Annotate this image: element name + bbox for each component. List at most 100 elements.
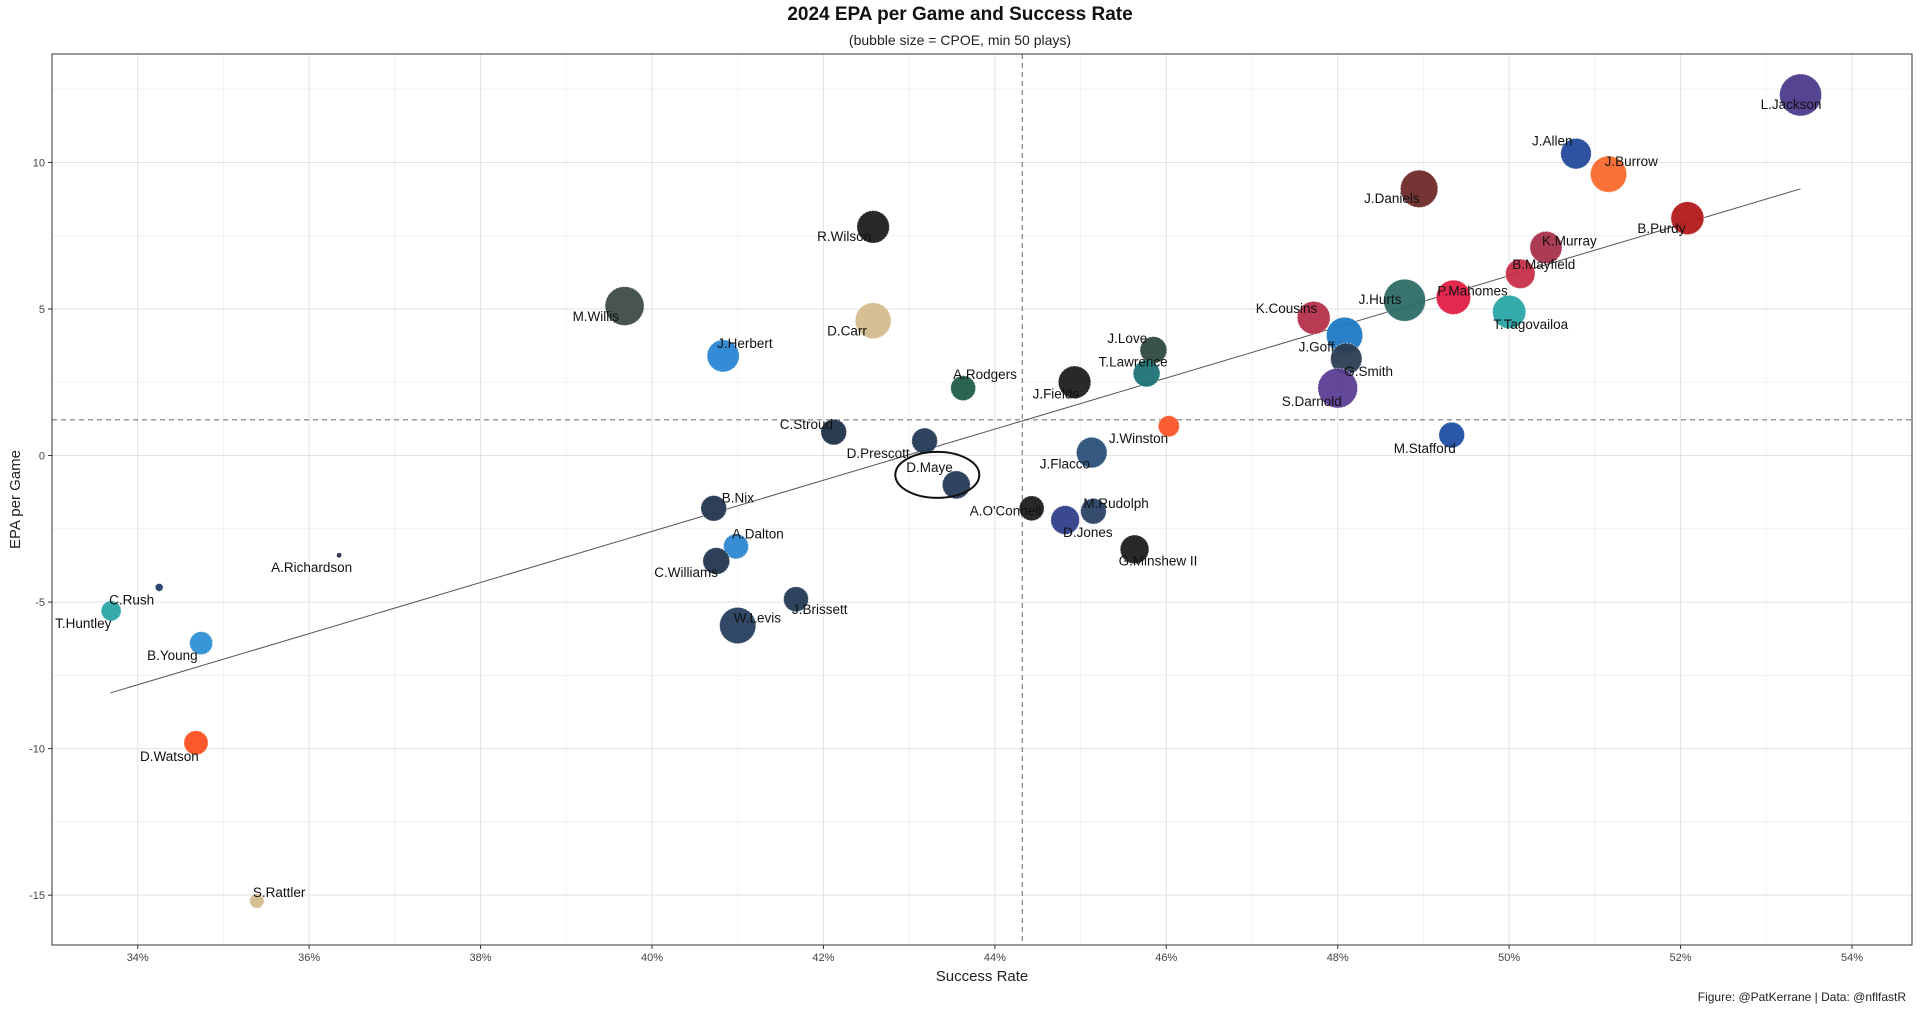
bubble-r-wilson <box>856 210 890 244</box>
chart-title: 2024 EPA per Game and Success Rate <box>787 4 1133 25</box>
bubble-k-murray <box>1529 230 1563 265</box>
bubble-d-maye <box>941 470 971 500</box>
bubble-a-richardson <box>336 552 343 559</box>
bubble-c-stroud <box>820 418 848 446</box>
label-c-williams: C.Williams <box>654 565 718 580</box>
label-j-allen: J.Allen <box>1532 134 1573 149</box>
label-t-tagovailoa: T.Tagovailoa <box>1493 317 1569 332</box>
y-tick-label: -15 <box>29 890 45 902</box>
label-b-young: B.Young <box>147 648 198 663</box>
label-j-goff: J.Goff <box>1299 339 1335 354</box>
bubble-d-watson <box>183 730 209 756</box>
label-a-richardson: A.Richardson <box>271 560 352 575</box>
grid-major <box>52 54 1912 945</box>
bubble-c-williams <box>702 547 731 575</box>
x-axis-ticks: 34% 36% 38% 40% 42% 44% 46% 48% 50% 52% 54% <box>127 945 1863 964</box>
x-tick-label: 38% <box>470 952 492 964</box>
bubble-t-lawrence <box>1132 359 1161 388</box>
bubble-j-fields <box>1057 365 1092 400</box>
bubble-d-jones <box>1050 505 1080 535</box>
bubble-j-flacco <box>1075 436 1108 469</box>
label-g-minshew-ii: G.Minshew II <box>1119 553 1198 568</box>
y-axis-ticks: -15 -10 -5 0 5 10 <box>29 157 52 902</box>
chart-subtitle: (bubble size = CPOE, min 50 plays) <box>848 32 1072 48</box>
bubble-d-prescott <box>911 427 938 455</box>
label-m-rudolph: M.Rudolph <box>1083 496 1148 511</box>
x-axis-title: Success Rate <box>936 968 1029 985</box>
label-s-darnold: S.Darnold <box>1282 394 1342 409</box>
bubble-j-daniels <box>1399 169 1439 209</box>
bubble-j-herbert <box>706 339 740 373</box>
bubbles <box>100 73 1823 909</box>
y-tick-label: -10 <box>29 744 45 756</box>
x-tick-label: 46% <box>1155 952 1177 964</box>
bubble-g-smith <box>1330 342 1363 375</box>
label-a-rodgers: A.Rodgers <box>953 367 1017 382</box>
chart-caption: Figure: @PatKerrane | Data: @nflfastR <box>1697 990 1906 1004</box>
bubble-j-hurts <box>1383 278 1427 322</box>
label-d-prescott: D.Prescott <box>847 446 910 461</box>
x-tick-label: 40% <box>641 952 663 964</box>
x-tick-label: 36% <box>298 952 320 964</box>
label-j-winston: J.Winston <box>1109 431 1168 446</box>
x-tick-label: 54% <box>1841 952 1863 964</box>
label-t-lawrence: T.Lawrence <box>1099 354 1168 369</box>
bubble-p-mahomes <box>1435 279 1472 315</box>
bubble-l-jackson <box>1779 73 1823 117</box>
label-b-nix: B.Nix <box>722 490 755 505</box>
bubble-c-rush <box>154 583 164 592</box>
y-axis-title: EPA per Game <box>7 450 24 549</box>
label-a-dalton: A.Dalton <box>732 526 784 541</box>
plot-panel-border <box>51 53 1913 946</box>
label-d-jones: D.Jones <box>1063 525 1113 540</box>
x-tick-label: 48% <box>1327 952 1349 964</box>
label-g-smith: G.Smith <box>1344 364 1393 379</box>
bubble-b-mayfield <box>1505 258 1536 290</box>
point-labels: L.Jackson J.Allen J.Burrow J.Daniels B.Purdy… <box>55 97 1821 900</box>
label-w-levis: W.Levis <box>734 611 782 626</box>
label-k-cousins: K.Cousins <box>1256 301 1318 316</box>
label-j-burrow: J.Burrow <box>1605 154 1659 169</box>
bubble-a-dalton <box>723 533 749 560</box>
grid-minor <box>52 54 1912 945</box>
label-j-daniels: J.Daniels <box>1364 191 1420 206</box>
label-b-mayfield: B.Mayfield <box>1512 257 1575 272</box>
x-tick-label: 34% <box>127 952 149 964</box>
bubble-b-purdy <box>1670 201 1705 236</box>
label-t-huntley: T.Huntley <box>55 616 112 631</box>
x-tick-label: 42% <box>812 952 834 964</box>
bubble-j-allen <box>1560 137 1592 170</box>
bubble-g-minshew-ii <box>1119 534 1150 565</box>
bubble-j-brissett <box>783 586 809 613</box>
bubble-j-love <box>1139 336 1168 364</box>
x-tick-label: 52% <box>1670 952 1692 964</box>
y-tick-label: 0 <box>39 451 45 463</box>
y-tick-label: 5 <box>39 304 45 316</box>
label-b-purdy: B.Purdy <box>1637 221 1685 236</box>
bubble-j-burrow <box>1589 155 1628 193</box>
highlight-ellipse-d-maye <box>894 450 981 499</box>
bubble-k-cousins <box>1296 300 1331 335</box>
label-j-herbert: J.Herbert <box>717 336 773 351</box>
label-d-maye: D.Maye <box>906 460 953 475</box>
label-p-mahomes: P.Mahomes <box>1437 283 1508 298</box>
bubble-b-nix <box>700 494 728 522</box>
highlight-ellipse <box>894 450 981 499</box>
label-j-love: J.Love <box>1107 331 1147 346</box>
label-j-hurts: J.Hurts <box>1359 292 1402 307</box>
label-j-fields: J.Fields <box>1033 386 1080 401</box>
bubble-d-carr <box>854 302 892 340</box>
label-a-o-connell: A.O'Connell <box>970 503 1042 518</box>
bubble-m-rudolph <box>1080 497 1107 525</box>
bubble-s-rattler <box>249 893 265 909</box>
bubble-t-huntley <box>100 600 122 622</box>
bubble-m-willis <box>604 286 645 327</box>
bubble-m-stafford <box>1438 421 1466 449</box>
reference-lines <box>52 54 1912 945</box>
label-d-carr: D.Carr <box>827 324 867 339</box>
bubble-s-darnold <box>1317 367 1359 409</box>
label-l-jackson: L.Jackson <box>1761 97 1822 112</box>
label-m-willis: M.Willis <box>573 309 620 324</box>
bubble-j-winston <box>1157 415 1180 438</box>
